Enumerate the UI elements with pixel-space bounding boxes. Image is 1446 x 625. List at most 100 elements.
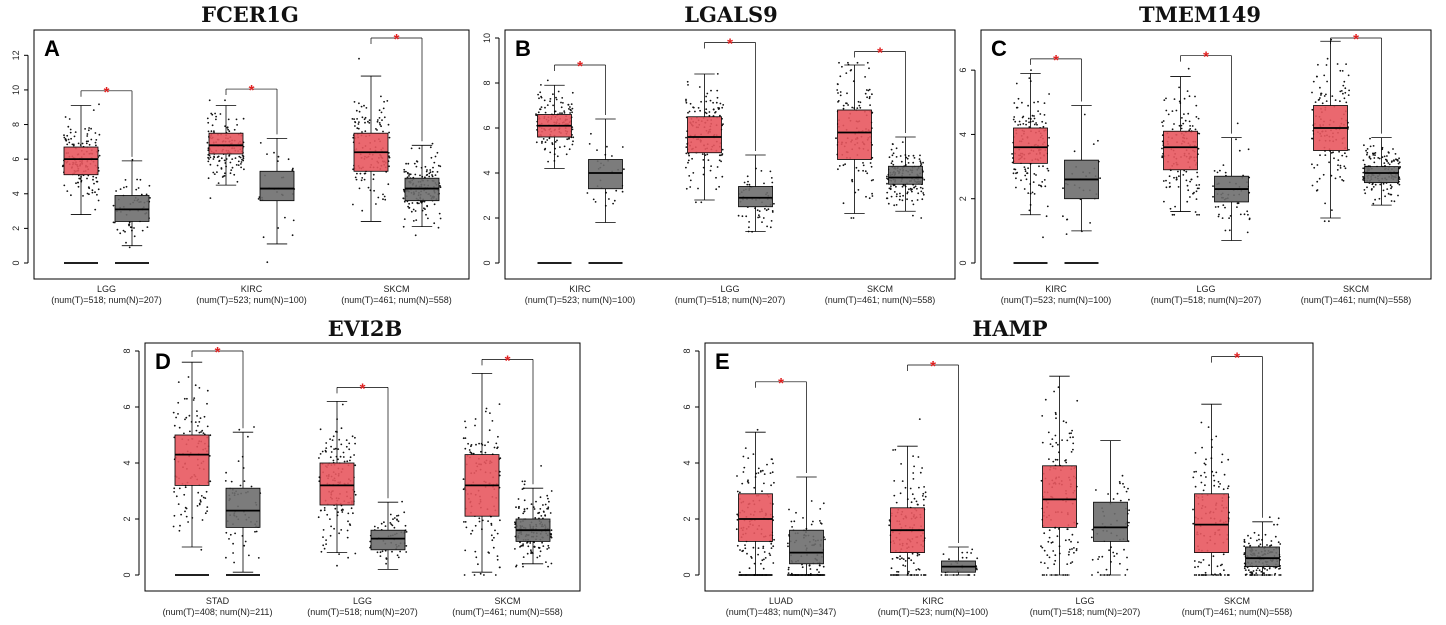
sample-size-label: (num(T)=461; num(N)=558) [452, 607, 563, 617]
tumor-point [338, 553, 340, 555]
tumor-point [1186, 184, 1189, 187]
y-tick-label: 0 [682, 572, 692, 577]
tumor-point [233, 128, 236, 131]
normal-point [538, 547, 541, 549]
normal-point [907, 162, 910, 164]
tumor-point [322, 529, 325, 531]
tumor-point [869, 104, 871, 106]
tumor-point [554, 141, 557, 143]
tumor-point [901, 480, 904, 482]
normal-point [416, 201, 419, 204]
tumor-point [1184, 119, 1187, 122]
tumor-point [364, 116, 367, 119]
y-tick-label: 4 [11, 191, 21, 196]
normal-point [230, 480, 233, 483]
tumor-point [1069, 436, 1072, 439]
normal-point [906, 191, 909, 194]
tumor-point [699, 109, 701, 112]
normal-point [1387, 151, 1390, 154]
tumor-point [1052, 550, 1055, 552]
normal-point [515, 506, 517, 509]
normal-point [1221, 217, 1224, 220]
normal-point [1246, 231, 1249, 234]
normal-point [292, 167, 294, 170]
tumor-point [707, 159, 710, 162]
normal-point [546, 494, 549, 497]
normal-point [771, 181, 774, 184]
normal-point [287, 158, 290, 161]
normal-point [1277, 541, 1280, 544]
normal-point [397, 514, 400, 517]
tumor-point [474, 524, 477, 527]
normal-point [737, 214, 740, 217]
tumor-point [563, 110, 566, 112]
tumor-point [211, 124, 214, 127]
normal-point [426, 173, 429, 176]
tumor-point [1195, 116, 1198, 118]
tumor-point [1330, 174, 1333, 177]
normal-point [1258, 569, 1261, 572]
tumor-point [1344, 87, 1347, 90]
normal-point [373, 525, 376, 528]
y-tick-label: 8 [482, 80, 492, 85]
normal-point [1239, 213, 1242, 216]
tumor-point [1226, 487, 1229, 490]
tumor-point [1014, 120, 1017, 123]
normal-point [522, 512, 525, 515]
tumor-point [213, 173, 216, 176]
normal-point [238, 428, 241, 431]
normal-point [891, 160, 894, 163]
tumor-point [1163, 99, 1166, 101]
normal-point [125, 241, 127, 244]
normal-point [1387, 192, 1390, 195]
normal-point [976, 557, 979, 560]
normal-point [403, 200, 406, 203]
tumor-point [346, 536, 349, 539]
normal-point [1095, 489, 1097, 491]
normal-point [128, 224, 131, 227]
tumor-box [837, 109, 872, 160]
tumor-point [744, 447, 747, 449]
tumor-point [242, 117, 245, 120]
normal-point [1390, 200, 1393, 202]
normal-point [1262, 566, 1265, 569]
normal-point [1366, 148, 1369, 150]
normal-point [514, 521, 516, 524]
normal-point [536, 556, 539, 559]
tumor-point [1069, 562, 1072, 564]
tumor-point [464, 426, 467, 429]
tumor-point [1194, 566, 1196, 569]
category-label: LGG [353, 596, 372, 606]
tumor-point [1027, 104, 1029, 107]
normal-point [1119, 562, 1121, 565]
tumor-point [1316, 189, 1319, 191]
normal-point [541, 541, 543, 544]
normal-point [389, 513, 392, 516]
significance-star: * [577, 58, 583, 75]
normal-point [902, 194, 904, 197]
normal-point [757, 216, 759, 219]
normal-point [535, 500, 537, 503]
tumor-point [916, 554, 919, 557]
normal-point [1122, 482, 1124, 485]
tumor-point [1216, 565, 1219, 568]
tumor-point [692, 106, 694, 109]
tumor-point [1194, 485, 1197, 488]
tumor-point [478, 442, 480, 445]
tumor-point [172, 411, 175, 414]
sample-size-label: (num(T)=461; num(N)=558) [341, 295, 452, 305]
tumor-point [1038, 165, 1040, 168]
tumor-point [1027, 192, 1030, 195]
tumor-point [773, 481, 775, 484]
normal-point [544, 514, 547, 517]
normal-point [547, 565, 549, 568]
normal-point [533, 546, 536, 548]
tumor-point [228, 130, 231, 133]
normal-point [888, 156, 891, 159]
tumor-point [1073, 547, 1075, 549]
tumor-point [1341, 70, 1344, 72]
normal-point [1113, 555, 1116, 557]
tumor-point [325, 543, 327, 545]
normal-point [1089, 222, 1091, 224]
tumor-point [364, 172, 367, 175]
